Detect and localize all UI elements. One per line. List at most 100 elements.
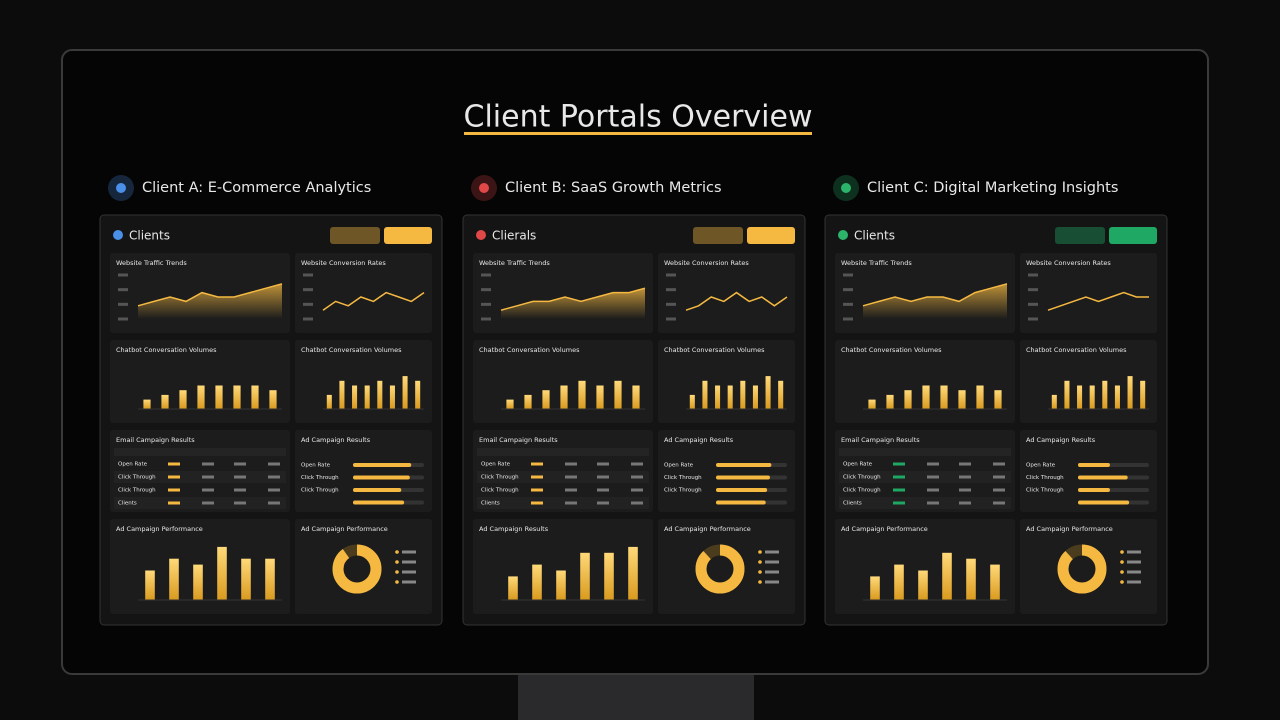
bar	[353, 488, 402, 492]
legend-placeholder	[765, 570, 779, 574]
axis-label-placeholder	[666, 288, 676, 292]
bar	[596, 385, 604, 409]
bar	[217, 546, 227, 600]
button-secondary[interactable]	[330, 227, 380, 244]
axis-label-placeholder	[303, 273, 313, 277]
cell-value	[927, 475, 939, 479]
axis-label-placeholder	[666, 317, 676, 321]
cell-value	[531, 462, 543, 466]
bar	[377, 380, 383, 409]
bar-label: Click Through	[1026, 475, 1064, 481]
cell-value	[959, 501, 971, 505]
brand-icon	[113, 230, 123, 240]
axis-label-placeholder	[1028, 273, 1038, 277]
row-label: Click Through	[843, 488, 881, 494]
legend-dot	[395, 560, 399, 564]
axis-label-placeholder	[118, 302, 128, 306]
card	[110, 340, 290, 423]
bar	[143, 399, 151, 409]
button-secondary[interactable]	[693, 227, 743, 244]
card-title: Website Traffic Trends	[116, 259, 187, 267]
cell-value	[268, 462, 280, 466]
axis-label-placeholder	[303, 317, 313, 321]
button-primary[interactable]	[384, 227, 432, 244]
cell-value	[168, 501, 180, 505]
axis-label-placeholder	[843, 288, 853, 292]
client-icon-dot	[116, 183, 126, 193]
legend-placeholder	[1127, 580, 1141, 584]
bar	[1078, 475, 1128, 480]
card	[658, 253, 795, 333]
row-label: Click Through	[481, 488, 519, 494]
legend-dot	[1120, 560, 1124, 564]
bar	[251, 385, 259, 409]
bar	[966, 558, 976, 600]
client-heading: Client A: E-Commerce Analytics	[142, 180, 371, 196]
bar	[918, 570, 928, 600]
cell-value	[993, 475, 1005, 479]
bar	[352, 385, 358, 409]
axis-label-placeholder	[118, 317, 128, 321]
line	[1047, 291, 1149, 311]
bar	[740, 380, 746, 409]
card-title: Ad Campaign Performance	[301, 525, 388, 533]
card-title: Chatbot Conversation Volumes	[1026, 346, 1127, 354]
row-label: Open Rate	[843, 462, 873, 468]
bar-label: Click Through	[664, 488, 702, 494]
client-portal: Client A: E-Commerce Analytics Clients Web…	[99, 175, 443, 626]
cell-value	[993, 488, 1005, 492]
cell-value	[234, 462, 246, 466]
row-label: Click Through	[118, 475, 156, 481]
card	[835, 340, 1015, 423]
cell-value	[893, 462, 905, 466]
bar	[542, 390, 550, 409]
table-row-bg	[114, 471, 286, 483]
cell-value	[959, 462, 971, 466]
cell-value	[959, 488, 971, 492]
legend-dot	[395, 580, 399, 584]
card	[1020, 519, 1157, 614]
legend-placeholder	[765, 550, 779, 554]
card-title: Chatbot Conversation Volumes	[664, 346, 765, 354]
bar	[233, 385, 241, 409]
button-primary[interactable]	[1109, 227, 1157, 244]
legend-dot	[395, 550, 399, 554]
bar	[580, 552, 590, 600]
legend-placeholder	[1127, 570, 1141, 574]
bar	[632, 385, 640, 409]
legend-dot	[758, 550, 762, 554]
cell-value	[202, 462, 214, 466]
axis-label-placeholder	[118, 273, 128, 277]
bar	[1078, 463, 1110, 467]
bar	[1089, 385, 1095, 409]
button-primary[interactable]	[747, 227, 795, 244]
card	[473, 340, 653, 423]
bar	[339, 380, 345, 409]
bar	[1051, 394, 1057, 409]
bar	[702, 380, 708, 409]
card-title: Ad Campaign Performance	[1026, 525, 1113, 533]
legend-dot	[395, 570, 399, 574]
legend-placeholder	[402, 580, 416, 584]
bar	[415, 380, 421, 409]
bar	[942, 552, 952, 600]
legend-placeholder	[765, 560, 779, 564]
button-secondary[interactable]	[1055, 227, 1105, 244]
bar	[179, 390, 187, 409]
cell-value	[927, 488, 939, 492]
area	[863, 283, 1007, 319]
bar	[689, 394, 695, 409]
bar	[353, 475, 410, 480]
cell-value	[565, 462, 577, 466]
brand-icon	[838, 230, 848, 240]
page-title: Client Portals Overview	[464, 100, 813, 135]
client-portal: Client B: SaaS Growth Metrics Clierals Web…	[462, 175, 806, 626]
axis-label-placeholder	[666, 302, 676, 306]
card	[295, 519, 432, 614]
bar-label: Open Rate	[664, 463, 694, 469]
bar	[215, 385, 223, 409]
card-title: Chatbot Conversation Volumes	[841, 346, 942, 354]
axis-label-placeholder	[843, 317, 853, 321]
bar	[886, 394, 894, 409]
